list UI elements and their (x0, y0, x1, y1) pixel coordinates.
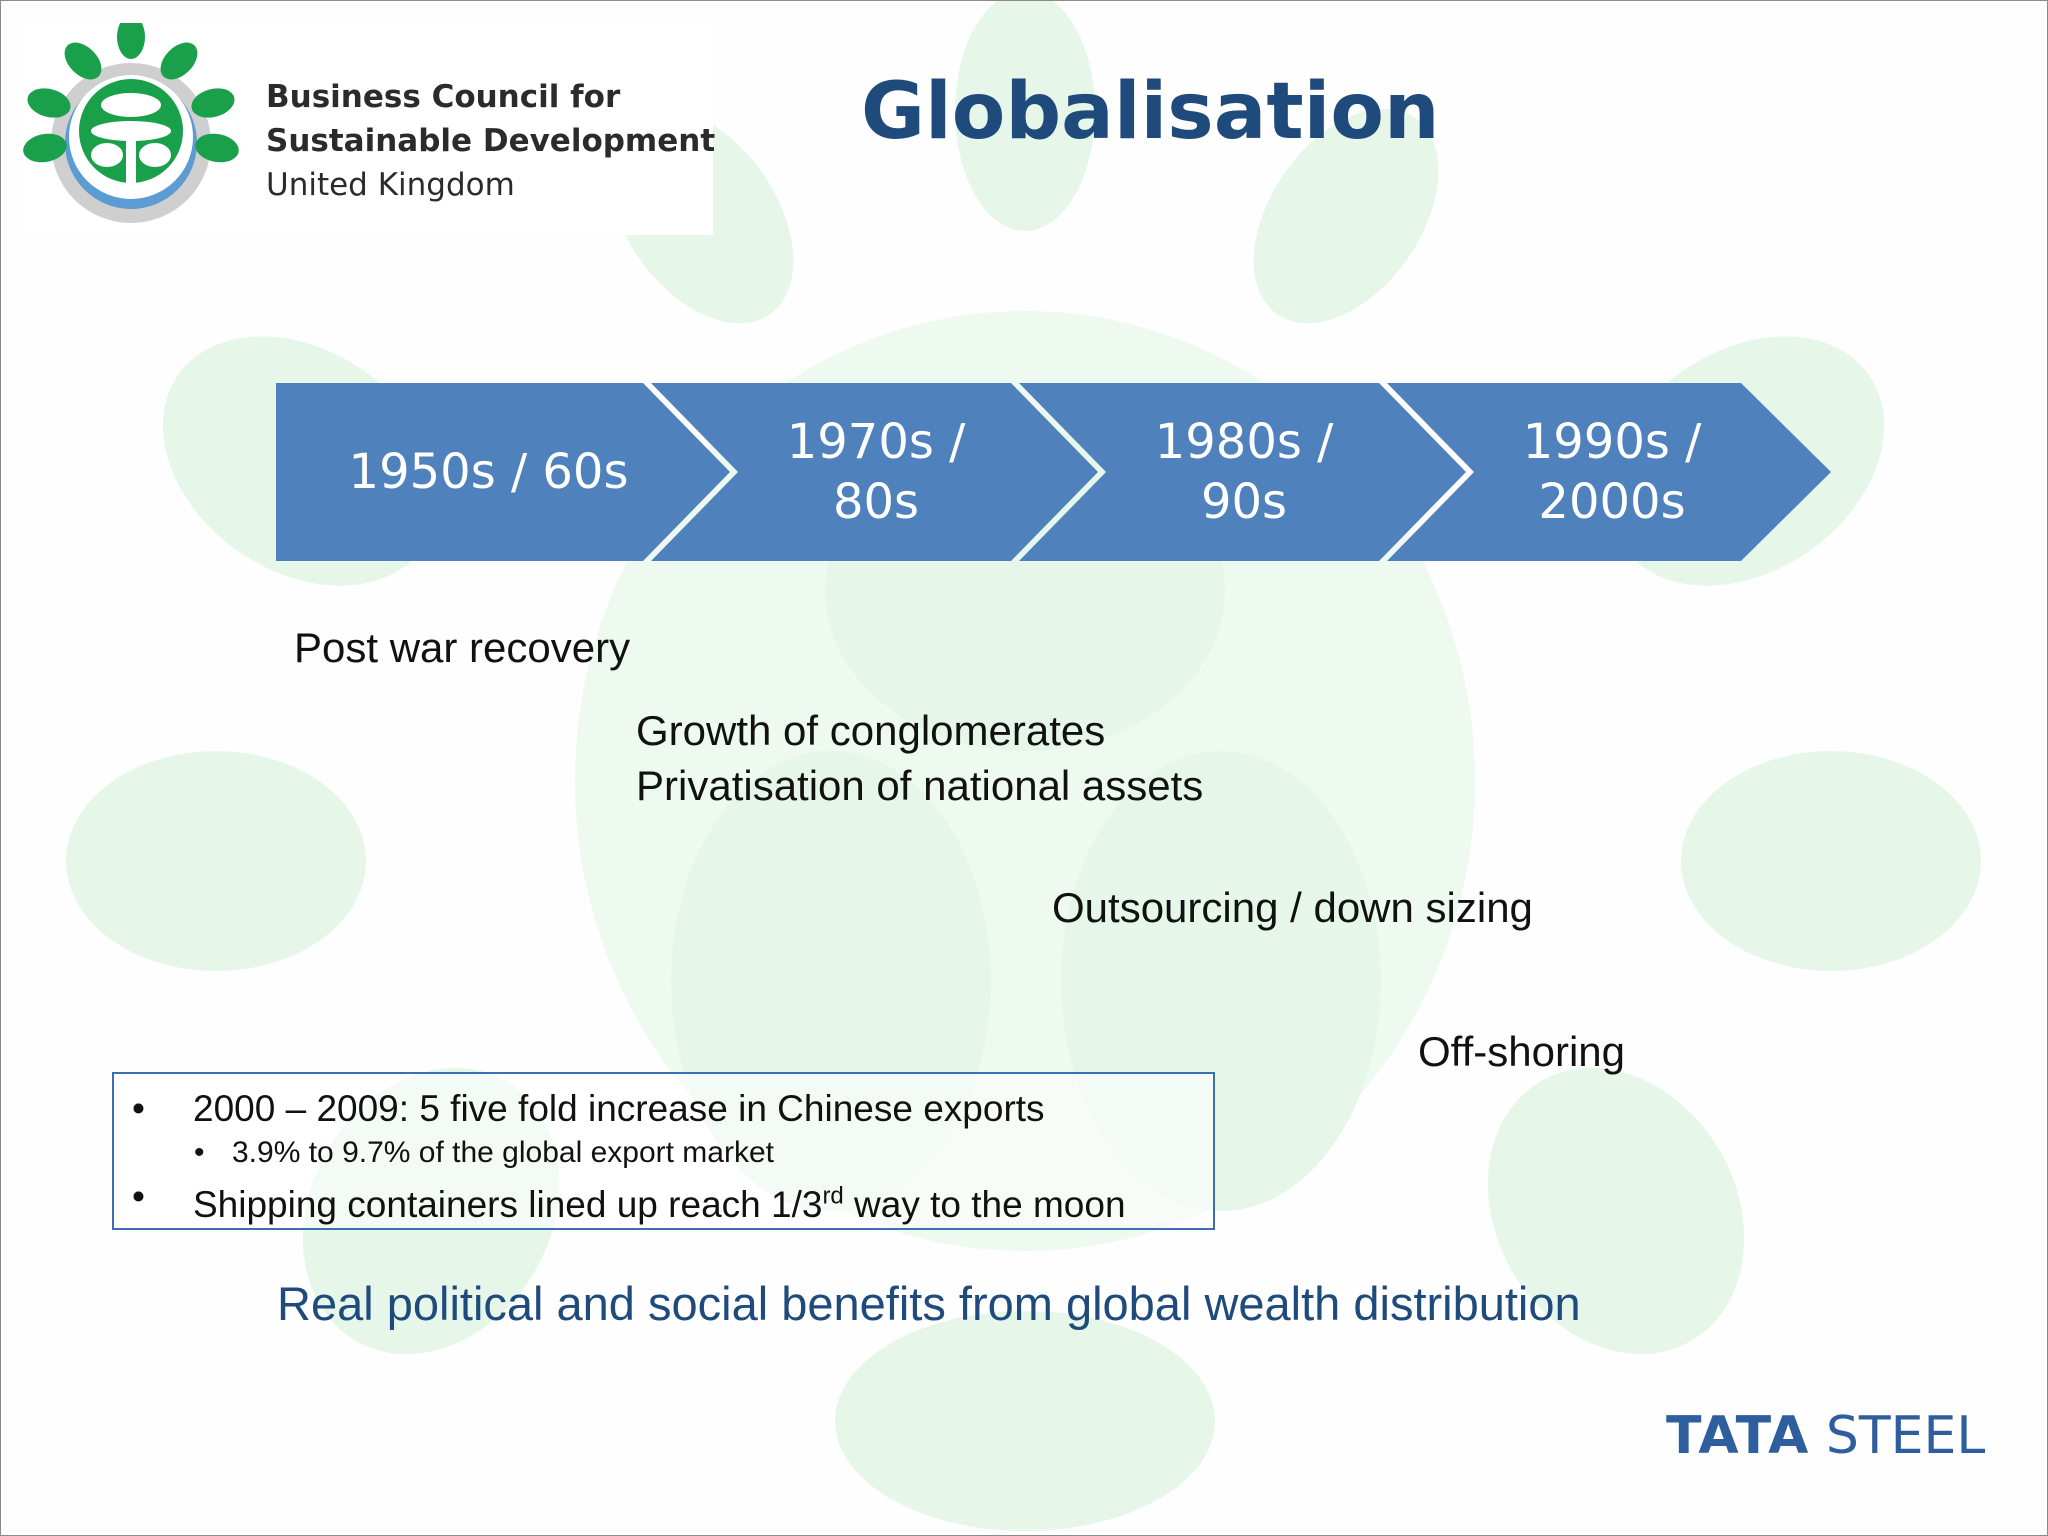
chevron-stage-2 (651, 383, 1098, 561)
timeline-label-4-line-1: 1990s / (1522, 414, 1702, 470)
chevron-stage-4 (1387, 383, 1831, 561)
slide-title: Globalisation (861, 67, 1440, 157)
tata-wordmark: TATA (1666, 1406, 1810, 1466)
logo-line-1: Business Council for (266, 79, 621, 115)
facts-bullet-1: • 2000 – 2009: 5 five fold increase in C… (132, 1086, 1045, 1132)
chevron-stage-3 (1019, 383, 1466, 561)
facts-sub-bullet-1-text: 3.9% to 9.7% of the global export market (232, 1136, 774, 1169)
timeline-label-3: 1980s / 90s (1099, 383, 1389, 561)
facts-box: • 2000 – 2009: 5 five fold increase in C… (112, 1072, 1215, 1230)
note-off-shoring: Off-shoring (1418, 1028, 1625, 1075)
facts-bullet-1-text: 2000 – 2009: 5 five fold increase in Chi… (193, 1088, 1045, 1129)
note-outsourcing: Outsourcing / down sizing (1052, 884, 1533, 931)
bcsd-uk-logo: Business Council for Sustainable Develop… (23, 23, 715, 235)
facts-bullet-2-text: Shipping containers lined up reach 1/3rd… (132, 1183, 1126, 1226)
timeline-label-1-line-1: 1950s / 60s (348, 444, 629, 500)
timeline-label-4: 1990s / 2000s (1467, 383, 1757, 561)
timeline-chevrons (276, 383, 1831, 561)
timeline-label-3-line-1: 1980s / (1154, 414, 1334, 470)
timeline-label-2: 1970s / 80s (731, 383, 1021, 561)
logo-line-2: Sustainable Development (266, 123, 716, 159)
tata-steel-logo: TATA STEEL (1666, 1406, 1985, 1466)
logo-wordmark: Business Council for Sustainable Develop… (266, 75, 715, 207)
bullet-dot-icon: • (194, 1136, 205, 1169)
timeline-label-3-line-2: 90s (1200, 474, 1288, 530)
gear-leaf-emblem-icon (23, 23, 239, 223)
note-privatisation: Privatisation of national assets (636, 762, 1204, 809)
bullet-dot-icon: • (132, 1088, 145, 1129)
timeline-label-4-line-2: 2000s (1538, 474, 1686, 530)
steel-wordmark: STEEL (1825, 1406, 1986, 1466)
chevron-stage-1 (276, 383, 730, 561)
logo-line-3: United Kingdom (266, 167, 515, 203)
facts-bullet-2-main: Shipping containers lined up reach 1/3 (193, 1184, 823, 1226)
facts-sub-bullet-1: • 3.9% to 9.7% of the global export mark… (194, 1134, 774, 1172)
note-post-war-recovery: Post war recovery (294, 624, 631, 671)
timeline-label-2-line-2: 80s (832, 474, 920, 530)
timeline-label-1: 1950s / 60s (276, 383, 701, 561)
bullet-dot-icon: • (132, 1176, 145, 1217)
facts-bullet-2-tail: way to the moon (843, 1184, 1126, 1226)
facts-bullet-2: • Shipping containers lined up reach 1/3… (132, 1174, 1126, 1228)
benefits-statement: Real political and social benefits from … (277, 1277, 1581, 1330)
timeline-label-2-line-1: 1970s / (786, 414, 966, 470)
facts-bullet-2-superscript: rd (822, 1183, 844, 1210)
note-growth-of-conglomerates: Growth of conglomerates (636, 707, 1106, 754)
